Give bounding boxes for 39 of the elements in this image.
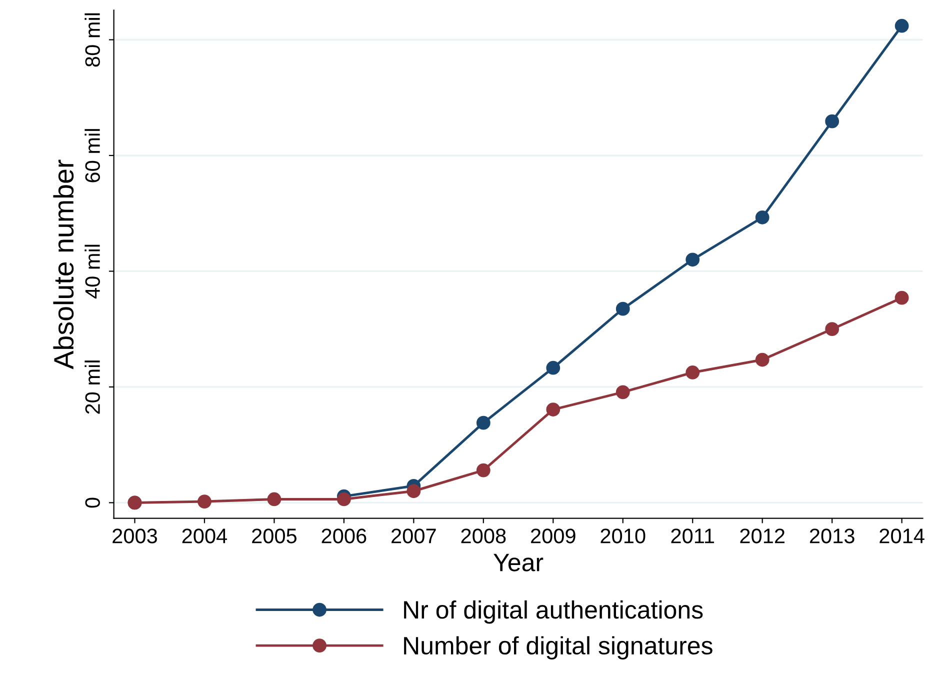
legend-label: Nr of digital authentications [404,600,703,624]
point [755,210,770,224]
point [546,360,560,375]
x-tick-label: 2011 [671,528,714,544]
x-tick-label: 2009 [531,528,576,544]
point [337,492,351,506]
x-tick-label: 2013 [810,528,854,544]
y-axis-title: Absolute number [53,160,74,370]
y-tick-label: 40 mil [84,244,100,299]
x-tick-label: 2010 [600,528,646,544]
x-tick-label: 2003 [112,528,158,544]
point [616,302,630,316]
legend-label: Number of digital signatures [404,636,712,660]
x-tick-label: 2004 [182,528,228,544]
point [616,385,630,400]
y-tick-label: 0 [85,498,100,508]
x-tick-label: 2006 [322,528,366,544]
y-tick-label: 60 mil [84,129,100,182]
x-tick-label: 2007 [392,528,436,544]
y-tick-label: 20 mil [84,360,100,414]
point [825,114,840,128]
y-tick-label: 80 mil [84,13,100,67]
point [686,252,700,267]
x-axis-title: Year [494,554,544,572]
point [686,366,700,380]
point [406,484,421,498]
x-tick-label: 2008 [461,528,506,544]
point [894,290,909,305]
x-tick-label: 2005 [252,528,297,544]
point [476,416,490,430]
point [267,492,282,506]
point [198,494,212,508]
point [825,322,840,336]
point [755,352,770,367]
x-tick-label: 2012 [740,528,784,544]
point [894,18,909,33]
point [476,463,490,478]
x-tick-label: 2014 [880,528,924,544]
point [546,402,560,416]
